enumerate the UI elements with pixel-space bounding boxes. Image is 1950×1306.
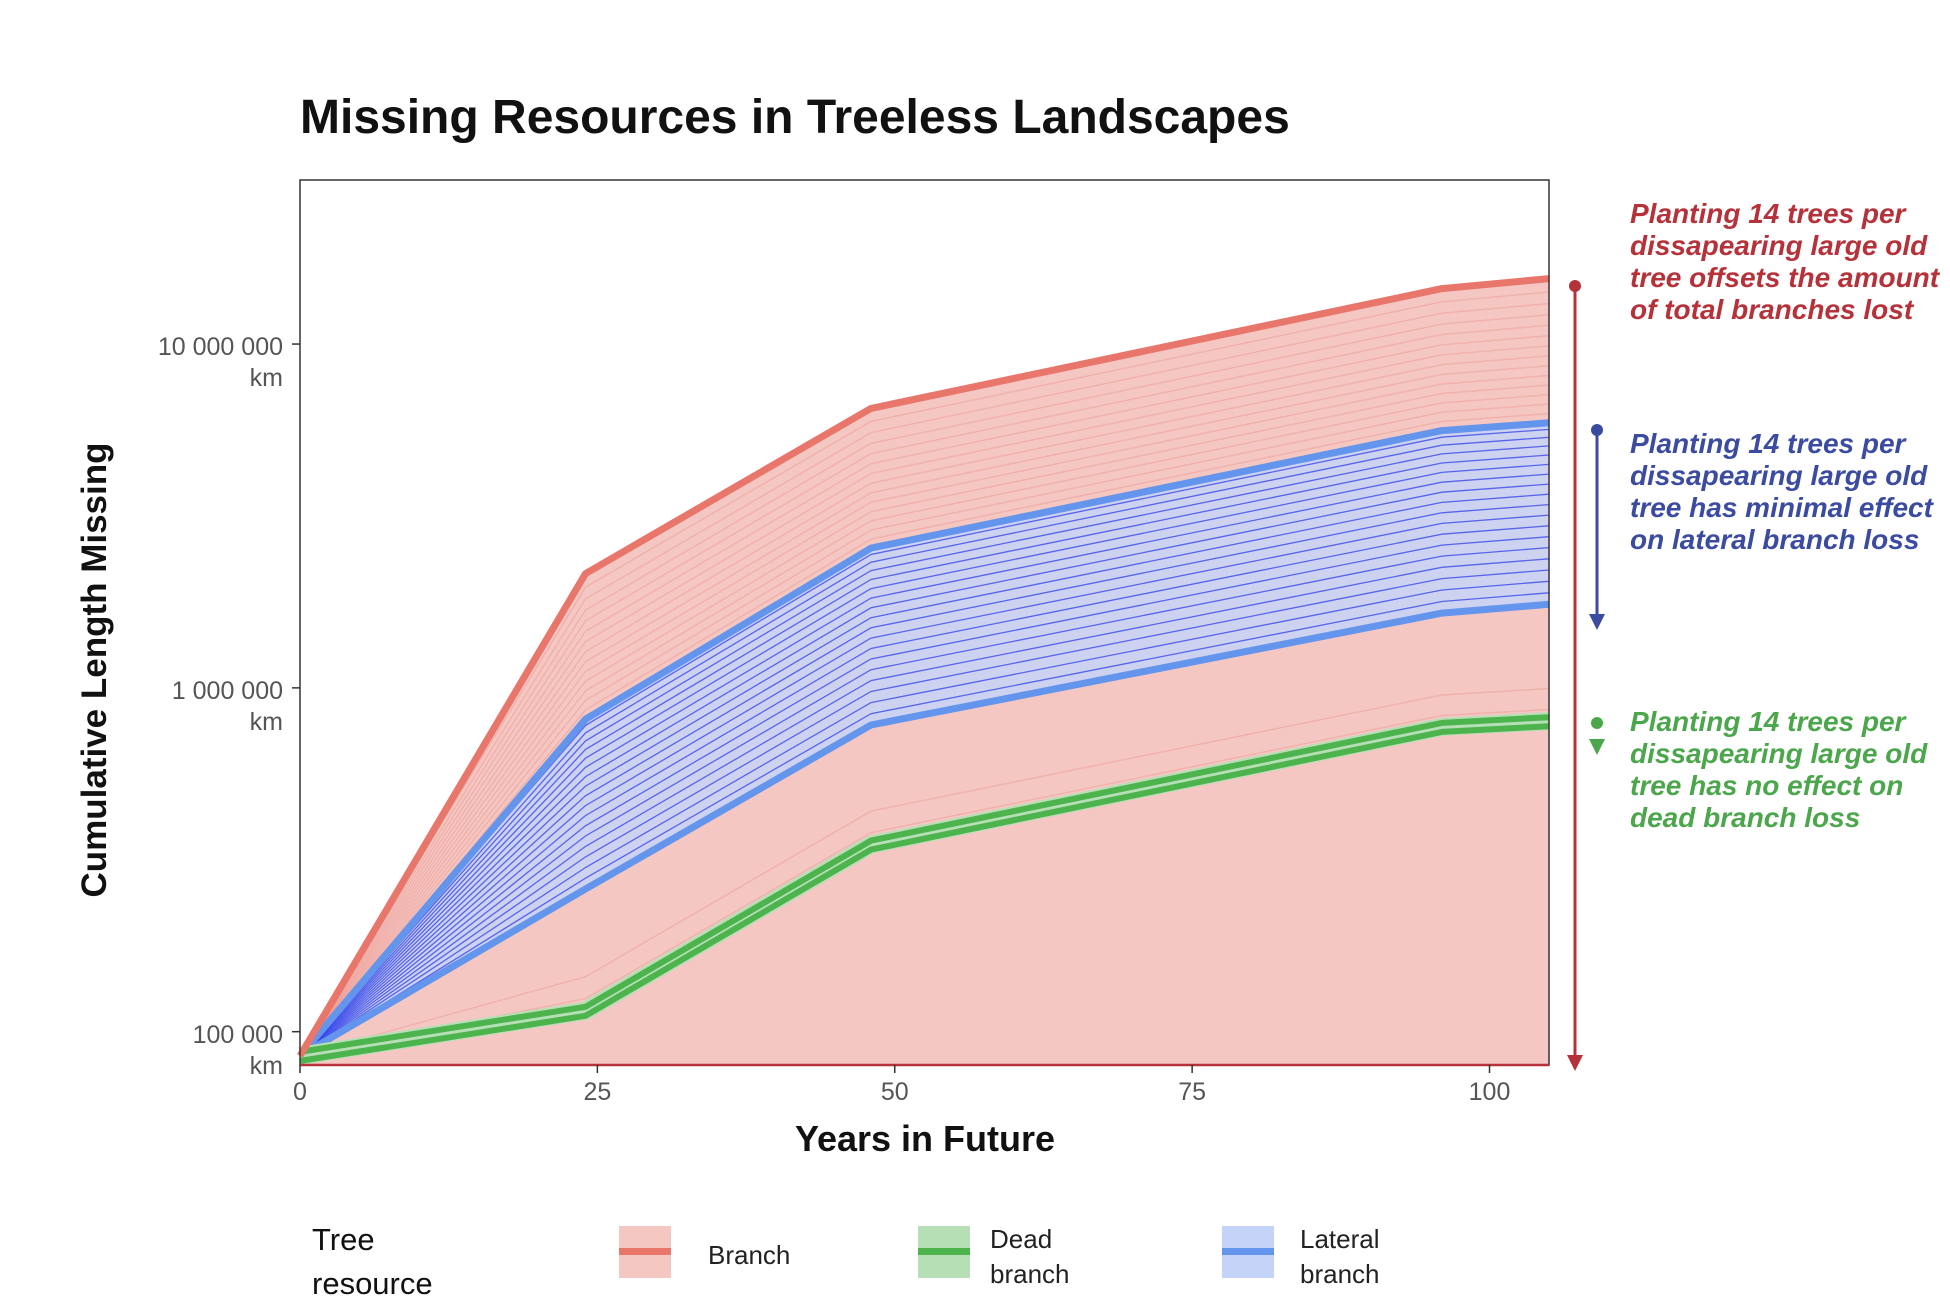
branch-scenario-line [299, 335, 1550, 1057]
legend-key-dead-branch [918, 1226, 970, 1278]
branch-scenario-line [299, 324, 1550, 1057]
lateral-branch-lower-line [298, 600, 1550, 1059]
arrow-total-branches-head [1567, 1055, 1583, 1071]
arrow-lateral-branches-head [1589, 614, 1605, 630]
x-tick-label: 0 [293, 1078, 307, 1106]
lateral-branch-ribbon [300, 422, 1549, 1056]
lateral-scenario-line [299, 483, 1550, 1057]
branch-scenario-line [299, 394, 1550, 1057]
branch-scenario-line [299, 374, 1550, 1057]
dead-branch-line [299, 714, 1550, 1055]
branch-scenario-line [299, 403, 1550, 1057]
branch-scenario-line [299, 355, 1550, 1057]
lateral-scenario-line [299, 592, 1550, 1057]
chart-title: Missing Resources in Treeless Landscapes [300, 91, 1290, 144]
lateral-scenario-line [299, 514, 1550, 1057]
lateral-scenario-line [299, 454, 1550, 1057]
dead-branch-band [298, 712, 1550, 1065]
y-axis-title: Cumulative Length Missing [75, 442, 114, 898]
lateral-scenario-line [299, 463, 1550, 1057]
x-axis-title: Years in Future [794, 1118, 1056, 1159]
branch-scenario-line [299, 365, 1550, 1057]
branch-scenario-line [299, 302, 1550, 1057]
dead-branch-line [299, 723, 1550, 1064]
legend-key-lateral-branch [1222, 1226, 1274, 1278]
lateral-scenario-line [299, 493, 1550, 1057]
lateral-scenario-line [299, 580, 1550, 1057]
branch-scenario-line [299, 412, 1550, 1057]
lateral-scenario-line [299, 546, 1550, 1057]
legend-label-dead-branch: Dead branch [990, 1224, 1070, 1289]
x-tick-label: 100 [1468, 1078, 1511, 1106]
x-tick-label: 25 [583, 1078, 612, 1106]
lateral-scenario-line [299, 569, 1550, 1057]
lateral-scenario-line [299, 525, 1550, 1057]
lateral-scenario-line [299, 558, 1550, 1057]
legend-title: Tree resource [312, 1222, 433, 1301]
y-tick-label: 10 000 000 km [157, 333, 283, 393]
lateral-scenario-line [299, 473, 1550, 1057]
x-tick-label: 50 [880, 1078, 909, 1106]
y-tick-label: 100 000 km [192, 1020, 283, 1080]
lateral-scenario-line [299, 536, 1550, 1057]
legend-label-lateral-branch: Lateral branch [1300, 1224, 1380, 1289]
branch-scenario-line [299, 345, 1550, 1057]
annotation-lateral-branches: Planting 14 trees per dissapearing large… [1630, 428, 1933, 555]
arrow-dead-branches-dot [1591, 717, 1603, 729]
branch-line [296, 275, 1550, 1058]
branch-scenario-line [299, 314, 1550, 1057]
legend-label-branch: Branch [708, 1240, 791, 1270]
arrow-dead-branches-head [1589, 739, 1605, 755]
annotation-total-branches: Planting 14 trees per dissapearing large… [1630, 198, 1940, 325]
lateral-scenario-line [299, 503, 1550, 1057]
lateral-scenario-line [299, 445, 1550, 1057]
annotation-dead-branches: Planting 14 trees per dissapearing large… [1630, 706, 1928, 833]
lateral-branch-upper-line [297, 419, 1550, 1059]
branch-scenario-line [299, 687, 1550, 1057]
lateral-scenario-line [299, 436, 1550, 1057]
y-tick-label: 1 000 000 km [171, 676, 283, 736]
x-tick-label: 75 [1178, 1078, 1207, 1106]
branch-scenario-line [299, 384, 1550, 1057]
legend-key-branch [619, 1226, 671, 1278]
branch-scenario-line [299, 291, 1550, 1057]
